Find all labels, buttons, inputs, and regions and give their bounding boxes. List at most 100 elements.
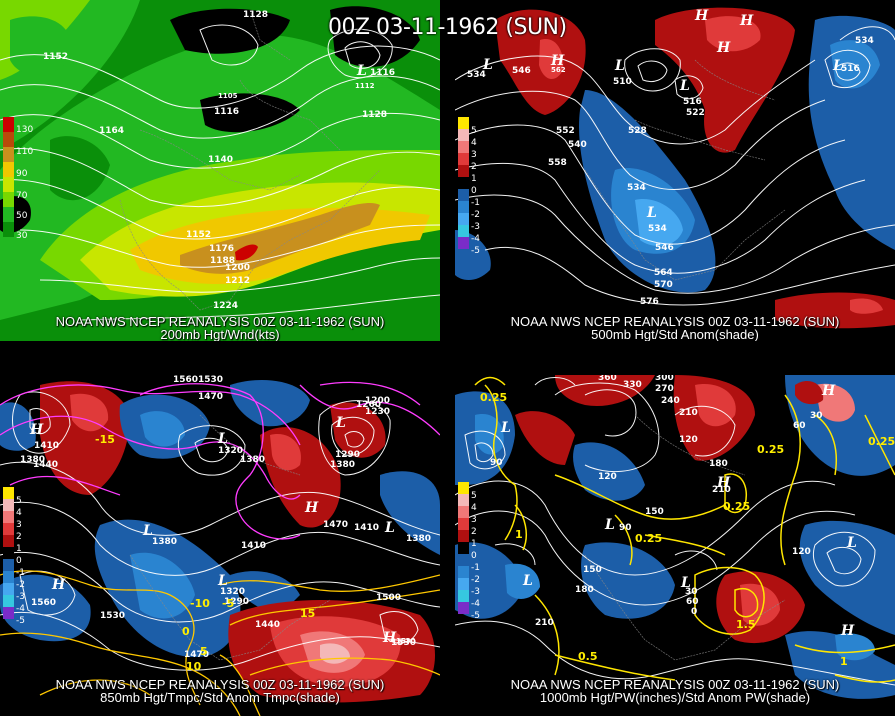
contour-label: 1116 <box>370 68 396 78</box>
panel-footer-line1: NOAA NWS NCEP REANALYSIS 00Z 03-11-1962 … <box>510 314 840 329</box>
contour-label: 210 <box>712 485 731 495</box>
legend-label: -4 <box>16 604 25 614</box>
contour-label: 1560 <box>31 598 57 608</box>
contour-label: 1116 <box>214 107 240 117</box>
low-marker: L <box>143 523 153 539</box>
panel-footer-line2: 1000mb Hgt/PW(inches)/Std Anom PW(shade) <box>539 690 811 705</box>
contour-label: 90 <box>490 458 503 468</box>
legend-label: 2 <box>16 532 22 542</box>
high-marker: H <box>383 630 397 646</box>
legend-label: 70 <box>16 191 28 201</box>
panel-footer-line1: NOAA NWS NCEP REANALYSIS 00Z 03-11-1962 … <box>510 677 840 692</box>
panel-200mb: 130 110 90 70 50 30 1152 1164 1116 1105 … <box>0 0 440 341</box>
contour-label: 552 <box>556 126 575 136</box>
contour-label: 210 <box>535 618 554 628</box>
contour-label: 558 <box>548 158 567 168</box>
low-marker: L <box>615 58 625 74</box>
contour-label: 576 <box>640 297 659 307</box>
contour-label: 1380 <box>152 537 178 547</box>
contour-label: 1290 <box>335 450 361 460</box>
legend-label: -2 <box>471 210 480 220</box>
temp-label: -10 <box>190 597 210 610</box>
legend-label: 5 <box>471 126 477 136</box>
legend-label: 130 <box>16 125 34 135</box>
high-marker: H <box>740 13 754 29</box>
panel-850mb: 5 4 3 2 1 0 -1 -2 -3 -4 -5 1560 1530 147… <box>0 375 440 716</box>
contour-label: 1530 <box>391 638 417 648</box>
legend-label: 0 <box>471 186 477 196</box>
panel-500mb: 5 4 3 2 1 0 -1 -2 -3 -4 -5 534 546 552 5… <box>455 0 895 341</box>
contour-label: 1290 <box>224 597 250 607</box>
contour-label: 60 <box>686 597 699 607</box>
high-marker: H <box>822 383 836 399</box>
panel-footer-line2: 200mb Hgt/Wnd(kts) <box>160 327 280 341</box>
pw-label: 0.25 <box>868 435 895 448</box>
contour-label: 564 <box>654 268 673 278</box>
contour-label: 360 <box>598 375 617 383</box>
temp-label: 0 <box>182 625 190 638</box>
panel-footer-line1: NOAA NWS NCEP REANALYSIS 00Z 03-11-1962 … <box>55 677 385 692</box>
low-marker: L <box>523 573 533 589</box>
contour-label: 1164 <box>99 126 125 136</box>
contour-label: 300 <box>655 375 674 383</box>
contour-label: 1440 <box>255 620 281 630</box>
pw-label: 1.5 <box>736 618 756 631</box>
legend-label: 3 <box>16 520 22 530</box>
temp-label: 10 <box>186 660 202 673</box>
legend-label: 4 <box>471 138 477 148</box>
high-marker: H <box>717 475 731 491</box>
contour-label: 1410 <box>354 523 380 533</box>
wind-legend: 130 110 90 70 50 30 <box>3 117 33 241</box>
contour-label: 562 <box>551 66 566 74</box>
contour-label: 1530 <box>100 611 126 621</box>
anomaly-legend: 5 4 3 2 1 0 -1 -2 -3 -4 -5 <box>458 117 480 256</box>
contour-label: 1105 <box>218 92 238 100</box>
contour-label: 1320 <box>218 446 244 456</box>
contour-label: 1470 <box>198 392 224 402</box>
legend-label: -1 <box>16 568 25 578</box>
contour-label: 0 <box>691 607 698 617</box>
contour-label: 1224 <box>213 301 239 311</box>
contour-label: 1128 <box>362 110 388 120</box>
legend-label: 2 <box>471 527 477 537</box>
temp-label: 5 <box>200 645 208 658</box>
contour-label: 150 <box>645 507 664 517</box>
high-marker: H <box>841 623 855 639</box>
pw-label: 0.25 <box>757 443 785 456</box>
contour-label: 1188 <box>210 256 236 266</box>
map-850mb <box>0 375 440 716</box>
contour-label: 1410 <box>241 541 267 551</box>
low-marker: L <box>605 517 615 533</box>
anomaly-legend: 5 4 3 2 1 0 -1 -2 -3 -4 -5 <box>458 482 480 621</box>
low-marker: L <box>336 415 346 431</box>
contour-label: 1230 <box>365 407 391 417</box>
legend-label: 5 <box>471 491 477 501</box>
contour-label: 570 <box>654 280 673 290</box>
contour-label: 90 <box>619 523 632 533</box>
temp-label: 15 <box>300 607 316 620</box>
legend-label: 5 <box>16 496 22 506</box>
legend-label: -1 <box>471 563 480 573</box>
panel-footer-line2: 500mb Hgt/Std Anom(shade) <box>591 327 759 341</box>
panel-footer-line2: 850mb Hgt/Tmpc/Std Anom Tmpc(shade) <box>100 690 340 705</box>
legend-label: -5 <box>471 611 480 621</box>
low-marker: L <box>218 431 228 447</box>
legend-label: -4 <box>471 599 480 609</box>
high-marker: H <box>52 577 66 593</box>
legend-label: 4 <box>16 508 22 518</box>
pw-label: 0.25 <box>635 532 663 545</box>
pw-label: 0.25 <box>723 500 751 513</box>
contour-label: 120 <box>598 472 617 482</box>
contour-label: 516 <box>841 64 860 74</box>
contour-label: 270 <box>655 384 674 394</box>
pw-label: 0.25 <box>480 391 508 404</box>
contour-label: 120 <box>679 435 698 445</box>
contour-label: 528 <box>628 126 647 136</box>
contour-label: 180 <box>709 459 728 469</box>
legend-label: -3 <box>16 592 25 602</box>
contour-label: 1152 <box>43 52 69 62</box>
contour-label: 1530 <box>198 375 224 385</box>
contour-label: 1530 <box>396 637 416 645</box>
map-1000mb <box>455 375 895 716</box>
legend-label: 0 <box>471 551 477 561</box>
